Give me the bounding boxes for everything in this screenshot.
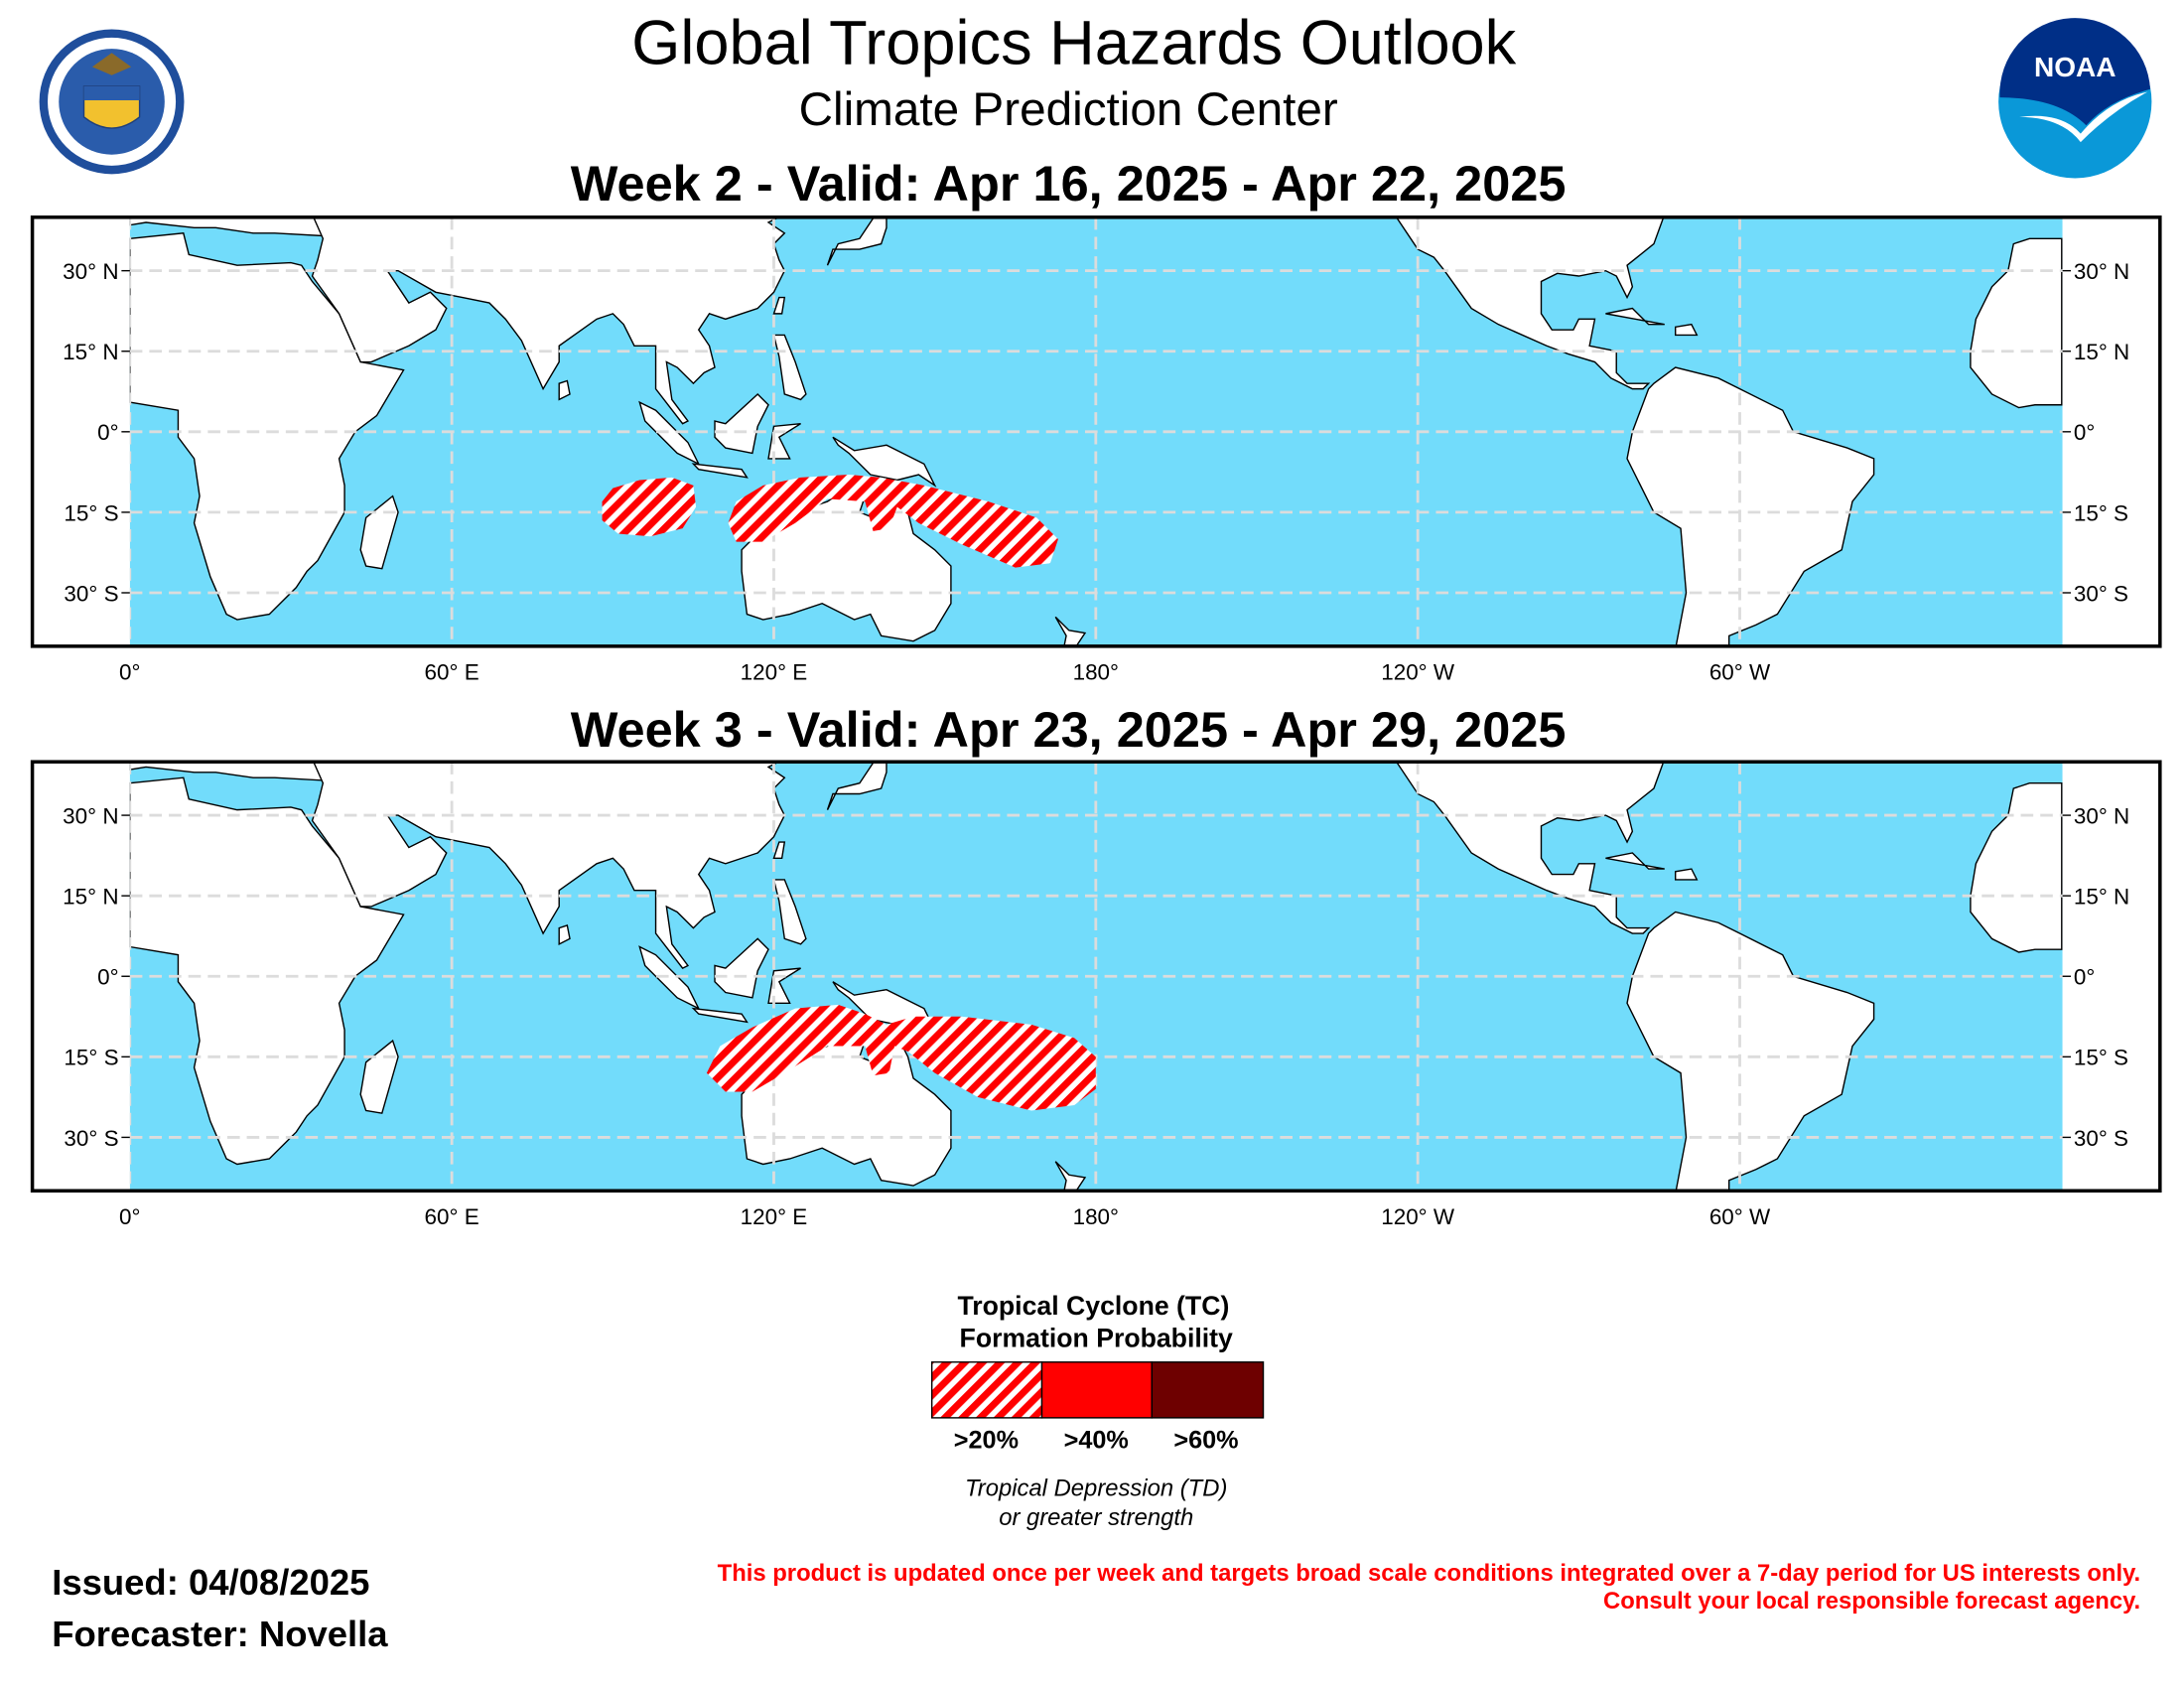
lat-label-right: 30° S: [2074, 1126, 2128, 1151]
land-madagascar: [359, 494, 399, 570]
tc-hazard-area-2: [728, 475, 1058, 568]
legend-label-60: >60%: [1173, 1427, 1238, 1455]
lon-label: 60° E: [425, 1204, 479, 1229]
lat-label-left: 30° N: [63, 803, 118, 828]
land-namerica: [1395, 216, 1665, 390]
week2-map-title: Week 2 - Valid: Apr 16, 2025 - Apr 22, 2…: [571, 155, 1567, 211]
tc-hazard-area-1: [706, 1004, 1096, 1111]
land-namerica: [1395, 762, 1665, 934]
lat-label-left: 15° S: [64, 500, 118, 525]
land-taiwan: [772, 296, 786, 315]
disclaimer-line2: Consult your local responsible forecast …: [1603, 1588, 2140, 1615]
lon-label: 120° E: [741, 659, 808, 684]
issued-date: Issued: 04/08/2025: [52, 1562, 369, 1603]
land-madagascar: [359, 1039, 399, 1114]
land-java: [691, 463, 749, 479]
map-frame: [30, 760, 2162, 1194]
lon-label: 120° W: [1381, 1204, 1455, 1229]
lat-label-right: 15° N: [2074, 885, 2129, 910]
lat-label-left: 30° S: [64, 581, 118, 606]
land-africaWest: [1970, 237, 2063, 409]
lat-label-right: 30° N: [2074, 259, 2129, 284]
lon-label: 0°: [119, 659, 140, 684]
lat-label-right: 15° S: [2074, 1046, 2128, 1070]
lon-label: 120° W: [1381, 659, 1455, 684]
legend-title-line1: Tropical Cyclone (TC): [957, 1291, 1229, 1321]
lat-label-right: 30° S: [2074, 581, 2128, 606]
noaa-logo: NOAA: [1998, 18, 2152, 179]
lon-label: 60° E: [425, 659, 479, 684]
land-japan: [826, 216, 887, 266]
week2-map: Week 2 - Valid: Apr 16, 2025 - Apr 22, 2…: [30, 155, 2162, 684]
week3-map: Week 3 - Valid: Apr 23, 2025 - Apr 29, 2…: [30, 701, 2162, 1229]
land-asia: [311, 216, 786, 425]
week3-map-title: Week 3 - Valid: Apr 23, 2025 - Apr 29, 2…: [571, 701, 1567, 758]
lon-label: 180°: [1073, 1204, 1119, 1229]
legend-label-20: >20%: [954, 1427, 1019, 1455]
map-area: [129, 762, 2063, 1192]
map-frame: [30, 215, 2162, 648]
department-of-commerce-seal: [39, 29, 185, 175]
land-nz: [1054, 1161, 1087, 1192]
tc-hazard-area-1: [602, 477, 697, 537]
land-taiwan: [772, 841, 786, 860]
legend-swatch-40: [1040, 1361, 1154, 1419]
page-title: Global Tropics Hazards Outlook: [631, 9, 1516, 78]
lon-label: 120° E: [741, 1204, 808, 1229]
land-java: [691, 1007, 749, 1024]
lat-label-left: 0°: [97, 420, 118, 445]
land-japan: [826, 762, 887, 810]
forecaster: Forecaster: Novella: [52, 1614, 388, 1654]
lat-label-left: 0°: [97, 965, 118, 990]
lon-label: 60° W: [1709, 659, 1771, 684]
land-newguinea: [832, 436, 937, 488]
lon-label: 0°: [119, 1204, 140, 1229]
land-borneo: [714, 392, 769, 455]
land-hispaniola: [1675, 868, 1699, 881]
legend-note-line1: Tropical Depression (TD): [965, 1475, 1227, 1501]
lat-label-left: 30° N: [63, 259, 118, 284]
legend-swatch-60: [1151, 1361, 1265, 1419]
land-asia: [311, 762, 786, 970]
lon-label: 180°: [1073, 659, 1119, 684]
svg-text:NOAA: NOAA: [2034, 52, 2116, 82]
land-borneo: [714, 937, 769, 999]
land-cuba: [1605, 852, 1665, 870]
land-srilanka: [558, 924, 571, 945]
land-samerica: [1626, 911, 1875, 1192]
legend-swatch-20: [930, 1361, 1043, 1419]
legend-title-line2: Formation Probability: [960, 1323, 1233, 1352]
lat-label-left: 15° S: [64, 1046, 118, 1070]
lat-label-left: 15° N: [63, 340, 118, 364]
disclaimer-line1: This product is updated once per week an…: [718, 1560, 2141, 1587]
land-cuba: [1605, 307, 1665, 326]
land-nz: [1054, 616, 1087, 646]
land-africaWest: [1970, 782, 2063, 953]
lon-label: 60° W: [1709, 1204, 1771, 1229]
land-hispaniola: [1675, 323, 1699, 337]
lat-label-right: 0°: [2074, 965, 2095, 990]
lat-label-left: 30° S: [64, 1126, 118, 1151]
land-samerica: [1626, 366, 1875, 646]
lat-label-right: 15° N: [2074, 340, 2129, 364]
lat-label-right: 15° S: [2074, 500, 2128, 525]
legend-label-40: >40%: [1064, 1427, 1129, 1455]
map-area: [129, 216, 2063, 646]
legend: Tropical Cyclone (TC) Formation Probabil…: [930, 1291, 1265, 1531]
land-srilanka: [558, 379, 571, 401]
lat-label-right: 0°: [2074, 420, 2095, 445]
lat-label-left: 15° N: [63, 885, 118, 910]
lat-label-right: 30° N: [2074, 803, 2129, 828]
legend-note-line2: or greater strength: [999, 1504, 1193, 1531]
page-subtitle: Climate Prediction Center: [799, 83, 1338, 136]
